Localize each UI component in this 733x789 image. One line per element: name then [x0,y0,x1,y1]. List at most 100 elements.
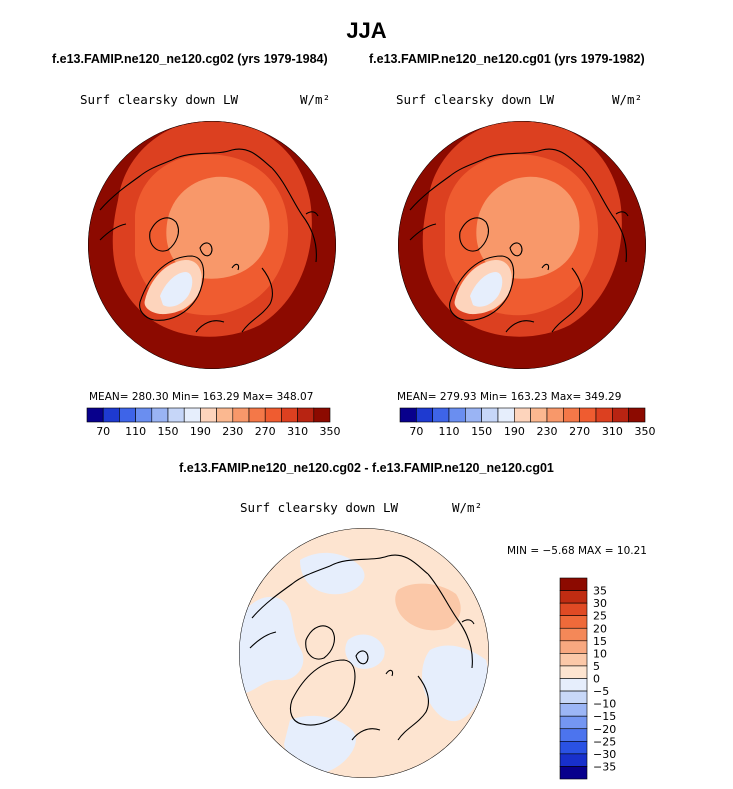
right-colorbar-tick-label: 230 [537,425,558,438]
diff-colorbar-swatch [559,715,588,730]
right-region-greenland-interior [470,272,503,307]
left-colorbar-tick-label: 270 [255,425,276,438]
left-colorbar-tick-label: 230 [222,425,243,438]
left-colorbar-swatch [248,407,266,423]
diff-colorbar-swatch [559,690,588,704]
left-colorbar-swatch [102,407,120,423]
left-colorbar-tick-label: 350 [320,425,341,438]
left-case-title: f.e13.FAMIP.ne120_ne120.cg02 (yrs 1979-1… [52,52,328,66]
diff-title: f.e13.FAMIP.ne120_ne120.cg02 - f.e13.FAM… [179,461,554,475]
diff-stats: MIN = −5.68 MAX = 10.21 [507,545,647,557]
season-title: JJA [346,18,387,43]
diff-colorbar-swatch [559,577,588,591]
right-stats: MEAN= 279.93 Min= 163.23 Max= 349.29 [397,391,622,403]
right-colorbar-tick-label: 350 [635,425,656,438]
right-colorbar-swatch [432,407,450,423]
left-colorbar-swatch [297,407,315,423]
left-stats: MEAN= 280.30 Min= 163.29 Max= 348.07 [89,391,314,403]
diff-region-negative-south [284,715,356,773]
diff-colorbar-tick-label: 5 [593,660,600,673]
diff-region-negative-west [239,596,304,693]
left-region-arctic-ocean [166,176,270,279]
diff-colorbar-tick-label: −15 [593,710,616,723]
diff-colorbar-tick-label: −35 [593,760,616,773]
left-colorbar-swatch [151,407,169,423]
left-map [88,121,336,369]
left-colorbar-swatch [281,407,298,423]
left-colorbar-swatch [216,407,234,423]
right-colorbar-swatch [595,407,613,423]
diff-colorbar-tick-label: −30 [593,748,616,761]
right-colorbar-swatch [416,407,433,423]
diff-colorbar-tick-label: −5 [593,685,609,698]
diff-colorbar-swatch [559,728,588,742]
diff-colorbar-swatch [559,640,588,654]
right-coastlines [409,148,629,333]
right-colorbar-swatch [628,407,646,423]
left-colorbar-swatch [313,407,331,423]
left-colorbar-swatch [167,407,185,423]
right-colorbar-swatch [563,407,580,423]
right-colorbar-swatch [497,407,515,423]
diff-map [239,528,489,778]
diff-colorbar-swatch [559,615,588,629]
diff-colorbar-tick-label: 20 [593,622,607,635]
right-colorbar: 70 110 150 190 230 270 310 350 [399,407,656,438]
right-colorbar-tick-label: 190 [504,425,525,438]
left-colorbar-tick-label: 310 [287,425,308,438]
diff-colorbar-tick-label: 0 [593,673,600,686]
diff-units-label: W/m² [452,500,483,515]
left-colorbar-swatch [232,407,250,423]
left-colorbar-swatch [86,407,104,423]
diff-coastlines [249,554,475,741]
right-colorbar-tick-label: 310 [602,425,623,438]
diff-colorbar-swatch [559,653,588,667]
diff-colorbar-swatch [559,741,588,755]
left-colorbar-tick-label: 70 [96,425,110,438]
diff-region-pacific-max [395,583,461,631]
right-colorbar-swatch [399,407,417,423]
right-colorbar-swatch [546,407,564,423]
diff-colorbar-swatch [559,590,588,604]
left-colorbar-swatch [119,407,136,423]
left-colorbar-tick-label: 190 [190,425,211,438]
diff-colorbar-swatch [559,627,588,642]
diff-colorbar-tick-label: −25 [593,735,616,748]
right-colorbar-swatch [530,407,548,423]
diff-colorbar-tick-label: −20 [593,723,616,736]
diff-colorbar-swatch [559,703,588,717]
left-coastlines [99,148,319,333]
right-colorbar-swatch [579,407,597,423]
right-colorbar-tick-label: 270 [569,425,590,438]
diff-colorbar-tick-label: 15 [593,635,607,648]
diff-variable-label: Surf clearsky down LW [240,500,399,515]
right-colorbar-swatch [448,407,466,423]
diff-colorbar-tick-label: 10 [593,647,607,660]
diff-colorbar-swatch [559,602,588,616]
left-colorbar-swatch [264,407,282,423]
right-case-title: f.e13.FAMIP.ne120_ne120.cg01 (yrs 1979-1… [369,52,645,66]
right-region-arctic-ocean [476,176,580,279]
left-colorbar-swatch [200,407,217,423]
right-colorbar-tick-label: 70 [409,425,423,438]
diff-colorbar-tick-label: 35 [593,585,607,598]
diff-colorbar-swatch [559,766,588,780]
right-colorbar-tick-label: 150 [471,425,492,438]
right-colorbar-swatch [514,407,531,423]
diff-colorbar-swatch [559,753,588,767]
left-region-greenland-interior [160,272,193,307]
right-colorbar-swatch [481,407,499,423]
left-colorbar-tick-label: 110 [125,425,146,438]
right-units-label: W/m² [612,92,643,107]
right-map [398,121,646,369]
left-units-label: W/m² [300,92,331,107]
right-variable-label: Surf clearsky down LW [396,92,555,107]
right-colorbar-tick-label: 110 [439,425,460,438]
left-variable-label: Surf clearsky down LW [80,92,239,107]
left-colorbar: 70 110 150 190 230 270 310 350 [86,407,341,438]
diff-region-negative-north [300,552,365,595]
diff-colorbar-tick-label: −10 [593,698,616,711]
left-colorbar-tick-label: 150 [158,425,179,438]
diff-region-negative-east [422,645,488,722]
